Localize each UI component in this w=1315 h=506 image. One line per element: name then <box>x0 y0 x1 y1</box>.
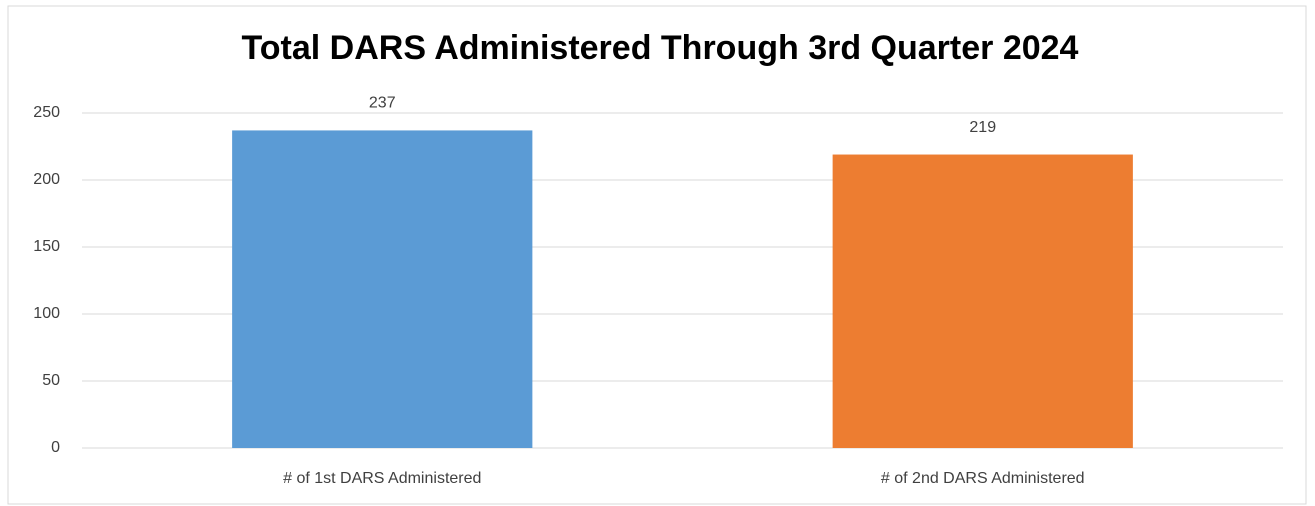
data-label: 237 <box>369 95 396 112</box>
y-tick-label: 200 <box>33 171 60 188</box>
y-tick-label: 100 <box>33 305 60 322</box>
x-tick-label: # of 2nd DARS Administered <box>881 470 1085 487</box>
bar <box>232 130 533 449</box>
y-tick-label: 250 <box>33 104 60 121</box>
chart-title: Total DARS Administered Through 3rd Quar… <box>242 29 1079 67</box>
data-label: 219 <box>969 119 996 136</box>
y-tick-label: 50 <box>42 372 60 389</box>
y-tick-label: 150 <box>33 238 60 255</box>
y-tick-label: 0 <box>51 439 60 456</box>
bar <box>832 154 1133 449</box>
x-tick-label: # of 1st DARS Administered <box>283 470 481 487</box>
